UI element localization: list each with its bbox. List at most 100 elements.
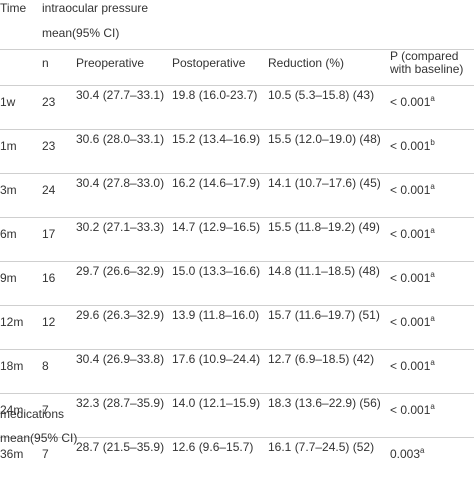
- row-reduction-text: 14.8 (11.1–18.5) (48): [268, 264, 380, 278]
- row-n-text: 12: [42, 315, 55, 329]
- row-n: 17: [36, 218, 70, 262]
- row-p-value: < 0.001a: [384, 394, 474, 438]
- row-postoperative-text: 19.8 (16.0-23.7): [172, 88, 257, 102]
- row-reduction: 18.3 (13.6–22.9) (56): [262, 394, 384, 438]
- row-reduction-text: 10.5 (5.3–15.8) (43): [268, 88, 374, 102]
- header-n: n: [36, 50, 70, 86]
- row-preoperative-text: 30.2 (27.1–33.3): [76, 220, 164, 234]
- header-p: P (compared with baseline): [384, 50, 474, 86]
- row-time: 6m: [0, 218, 36, 262]
- header-empty: [0, 50, 36, 86]
- table-row: 1m 23 30.6 (28.0–33.1) 15.2 (13.4–16.9) 15.5…: [0, 130, 474, 174]
- table-row: 6m 17 30.2 (27.1–33.3) 14.7 (12.9–16.5) 15.5…: [0, 218, 474, 262]
- row-preoperative-text: 30.4 (26.9–33.8): [76, 352, 164, 366]
- row-postoperative: 13.9 (11.8–16.0): [166, 306, 262, 350]
- table-row: 3m 24 30.4 (27.8–33.0) 16.2 (14.6–17.9)14.1…: [0, 174, 474, 218]
- row-postoperative-text: 14.7 (12.9–16.5): [172, 220, 260, 234]
- p-value-superscript: a: [430, 226, 434, 235]
- row-reduction: 14.8 (11.1–18.5) (48): [262, 262, 384, 306]
- p-value-superscript: a: [430, 358, 434, 367]
- row-preoperative: 30.6 (28.0–33.1): [70, 130, 166, 174]
- row-reduction-text: 12.7 (6.9–18.5) (42): [268, 352, 374, 366]
- row-time-text: 9m: [0, 271, 17, 285]
- row-postoperative-text: 15.2 (13.4–16.9): [172, 132, 260, 146]
- row-time: 18m: [0, 350, 36, 394]
- row-postoperative-text: 17.6 (10.9–24.4): [172, 352, 260, 366]
- row-postoperative: 15.0 (13.3–16.6): [166, 262, 262, 306]
- row-n-text: 17: [42, 227, 55, 241]
- row-time: 1w: [0, 86, 36, 130]
- row-reduction: 14.1 (10.7–17.6) (45): [262, 174, 384, 218]
- row-preoperative: 30.4 (27.8–33.0): [70, 174, 166, 218]
- row-preoperative-text: 28.7 (21.5–35.9): [76, 440, 164, 454]
- row-postoperative-text: 12.6 (9.6–15.7): [172, 440, 253, 454]
- row-n: 16: [36, 262, 70, 306]
- table-row: 12m 12 29.6 (26.3–32.9)13.9 (11.8–16.0) 15.…: [0, 306, 474, 350]
- row-reduction-text: 16.1 (7.7–24.5) (52): [268, 440, 374, 454]
- header-row-3: n Preoperative Postoperative Reduction (…: [0, 50, 474, 86]
- row-preoperative: 32.3 (28.7–35.9): [70, 394, 166, 438]
- header-group-title-line2: mean(95% CI): [36, 24, 474, 50]
- row-p-value-text: < 0.001: [390, 271, 430, 285]
- row-postoperative-text: 15.0 (13.3–16.6): [172, 264, 260, 278]
- row-p-value-text: < 0.001: [390, 359, 430, 373]
- row-reduction: 12.7 (6.9–18.5) (42): [262, 350, 384, 394]
- row-preoperative: 29.7 (26.6–32.9): [70, 262, 166, 306]
- row-preoperative: 30.4 (27.7–33.1): [70, 86, 166, 130]
- row-reduction-text: 15.7 (11.6–19.7) (51): [268, 308, 380, 322]
- table-row: 1w 23 30.4 (27.7–33.1) 19.8 (16.0-23.7) 10.5…: [0, 86, 474, 130]
- header-time: Time: [0, 0, 36, 24]
- row-preoperative: 30.2 (27.1–33.3): [70, 218, 166, 262]
- row-p-value-text: < 0.001: [390, 183, 430, 197]
- row-p-value-text: < 0.001: [390, 95, 430, 109]
- row-n-text: 7: [42, 447, 49, 461]
- p-value-superscript: a: [420, 446, 424, 455]
- row-postoperative: 15.2 (13.4–16.9): [166, 130, 262, 174]
- row-time-text: 12m: [0, 315, 23, 329]
- row-p-value: < 0.001a: [384, 174, 474, 218]
- row-preoperative: 30.4 (26.9–33.8): [70, 350, 166, 394]
- header-reduction: Reduction (%): [262, 50, 384, 86]
- row-p-value-text: < 0.001: [390, 315, 430, 329]
- row-postoperative: 16.2 (14.6–17.9): [166, 174, 262, 218]
- row-p-value: < 0.001a: [384, 306, 474, 350]
- row-postoperative-text: 14.0 (12.1–15.9): [172, 396, 260, 410]
- row-time-text: 3m: [0, 183, 17, 197]
- row-n-text: 16: [42, 271, 55, 285]
- row-p-value: < 0.001a: [384, 218, 474, 262]
- row-reduction: 15.5 (12.0–19.0) (48): [262, 130, 384, 174]
- p-value-superscript: a: [430, 314, 434, 323]
- header-time-spacer: [0, 24, 36, 50]
- table-row: 9m 16 29.7 (26.6–32.9) 15.0 (13.3–16.6) 14.8…: [0, 262, 474, 306]
- row-time: 1m: [0, 130, 36, 174]
- footer-mean-ci: mean(95% CI): [0, 431, 77, 445]
- row-time: 9m: [0, 262, 36, 306]
- p-value-superscript: b: [430, 138, 434, 147]
- row-p-value: < 0.001a: [384, 262, 474, 306]
- row-preoperative-text: 30.6 (28.0–33.1): [76, 132, 164, 146]
- row-p-value-text: 0.003: [390, 447, 420, 461]
- row-p-value-text: < 0.001: [390, 139, 430, 153]
- row-preoperative: 28.7 (21.5–35.9): [70, 438, 166, 481]
- row-p-value: < 0.001b: [384, 130, 474, 174]
- row-preoperative: 29.6 (26.3–32.9): [70, 306, 166, 350]
- row-p-value-text: < 0.001: [390, 227, 430, 241]
- row-n-text: 23: [42, 95, 55, 109]
- header-postoperative: Postoperative: [166, 50, 262, 86]
- row-time-text: 1m: [0, 139, 17, 153]
- header-group-title-line1: intraocular pressure: [36, 0, 474, 24]
- row-reduction-text: 15.5 (12.0–19.0) (48): [268, 132, 381, 146]
- row-n-text: 24: [42, 183, 55, 197]
- row-time: 12m: [0, 306, 36, 350]
- p-value-superscript: a: [430, 182, 434, 191]
- row-n: 23: [36, 86, 70, 130]
- row-preoperative-text: 29.6 (26.3–32.9): [76, 308, 164, 322]
- row-n: 23: [36, 130, 70, 174]
- row-p-value: 0.003a: [384, 438, 474, 481]
- row-reduction: 10.5 (5.3–15.8) (43): [262, 86, 384, 130]
- row-postoperative: 12.6 (9.6–15.7): [166, 438, 262, 481]
- row-reduction-text: 15.5 (11.8–19.2) (49): [268, 220, 380, 234]
- row-postoperative-text: 16.2 (14.6–17.9): [172, 176, 260, 190]
